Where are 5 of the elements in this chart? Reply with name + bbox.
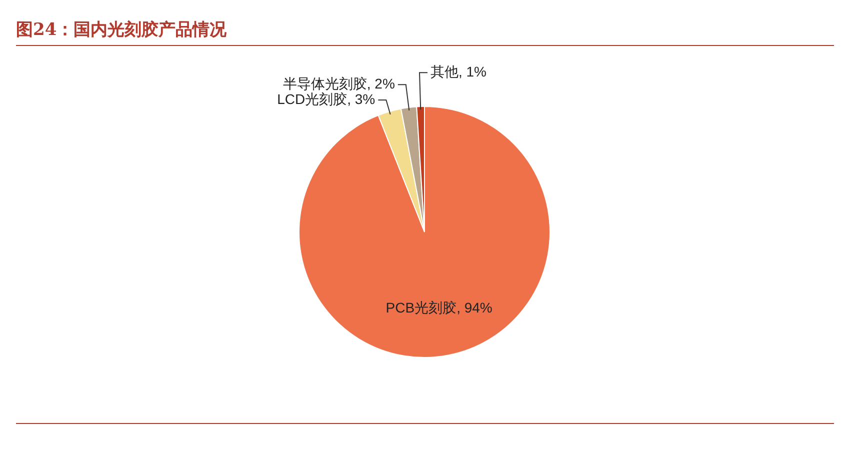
slice-label: 其他, 1%	[430, 63, 487, 80]
slice-label: LCD光刻胶, 3%	[277, 90, 376, 107]
slice-label: 半导体光刻胶, 2%	[282, 76, 395, 92]
slice-label: PCB光刻胶, 94%	[386, 299, 492, 316]
text: 图24：国内光刻胶产品情况	[16, 19, 227, 41]
